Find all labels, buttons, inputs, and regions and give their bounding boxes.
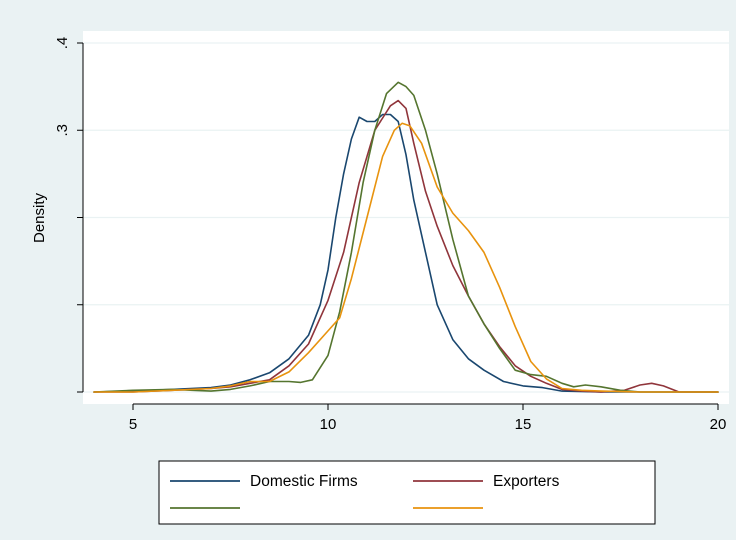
y-tick-label: .4 xyxy=(54,37,71,50)
series-lines xyxy=(93,81,719,393)
legend-items: Domestic Firms Exporters xyxy=(170,473,560,509)
x-tick-label: 20 xyxy=(710,416,727,433)
grid-lines xyxy=(83,42,729,393)
legend-label-1: Domestic Firms xyxy=(250,473,358,490)
legend-box xyxy=(158,460,656,525)
y-axis-label: Density xyxy=(31,192,48,243)
x-tick-label: 15 xyxy=(515,416,532,433)
legend: Domestic Firms Exporters xyxy=(158,460,656,525)
x-tick-label: 5 xyxy=(129,416,137,433)
legend-label-2: Exporters xyxy=(493,473,560,490)
series-line-4 xyxy=(93,122,719,393)
x-tick-label: 10 xyxy=(320,416,337,433)
x-axis-ticks: 5 10 15 20 xyxy=(129,404,727,433)
y-tick-label: .3 xyxy=(54,124,71,137)
y-axis-ticks: .3 .4 xyxy=(54,37,83,393)
series-line-1 xyxy=(93,113,719,393)
